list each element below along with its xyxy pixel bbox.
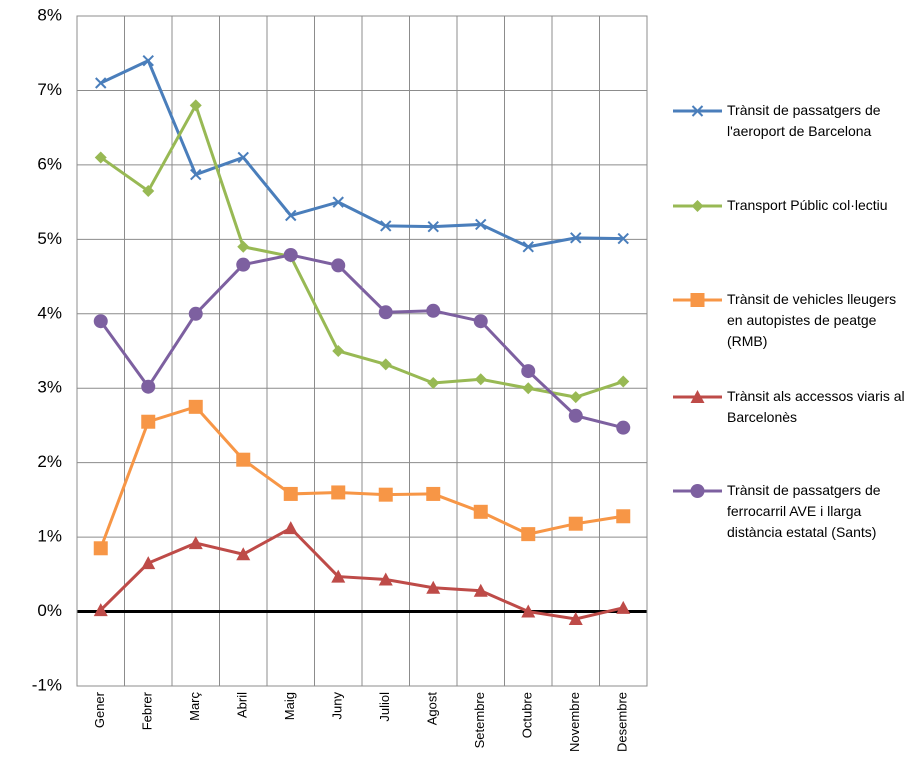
- series-line: [99, 526, 624, 621]
- x-tick-label: Novembre: [567, 692, 582, 752]
- marker: [521, 527, 536, 542]
- marker: [427, 377, 440, 390]
- marker: [188, 536, 203, 550]
- marker: [616, 600, 631, 614]
- marker: [283, 486, 298, 501]
- series-line: [99, 253, 624, 430]
- marker: [426, 580, 441, 594]
- marker: [473, 314, 488, 329]
- x-tick-label: Octubre: [520, 692, 535, 738]
- marker: [332, 345, 345, 357]
- marker: [189, 99, 202, 112]
- marker: [616, 509, 631, 524]
- x-tick-label: Agost: [425, 692, 440, 726]
- marker: [141, 556, 156, 570]
- marker: [690, 484, 705, 498]
- y-tick-label: 6%: [37, 154, 62, 173]
- marker: [283, 521, 298, 535]
- marker: [690, 390, 705, 403]
- y-tick-label: -1%: [32, 675, 62, 694]
- marker: [473, 504, 488, 519]
- marker: [285, 209, 297, 222]
- y-tick-label: 3%: [37, 378, 62, 397]
- y-tick-label: 5%: [37, 229, 62, 248]
- marker: [617, 232, 629, 245]
- x-tick-label: Febrer: [140, 691, 155, 730]
- marker: [568, 612, 583, 625]
- y-tick-label: 4%: [37, 303, 62, 322]
- marker: [426, 486, 441, 501]
- marker: [427, 220, 439, 233]
- marker: [141, 414, 156, 429]
- marker: [188, 399, 203, 414]
- marker: [236, 452, 251, 467]
- y-tick-label: 0%: [37, 601, 62, 620]
- y-tick-label: 7%: [37, 80, 62, 99]
- marker: [94, 151, 107, 164]
- marker: [236, 257, 251, 272]
- x-tick-label: Abril: [235, 692, 250, 718]
- marker: [521, 364, 536, 379]
- x-tick-label: Juny: [330, 692, 345, 720]
- marker: [522, 241, 534, 253]
- y-tick-label: 8%: [37, 5, 62, 24]
- marker: [378, 305, 393, 320]
- marker: [283, 247, 298, 262]
- marker: [141, 379, 156, 394]
- marker: [332, 196, 344, 208]
- marker: [690, 293, 705, 307]
- marker: [522, 382, 535, 395]
- marker: [142, 54, 154, 67]
- marker: [475, 218, 487, 231]
- marker: [568, 408, 583, 423]
- marker: [188, 306, 203, 321]
- marker: [426, 303, 441, 318]
- marker: [93, 603, 108, 617]
- marker: [378, 487, 393, 502]
- marker: [616, 420, 631, 435]
- marker: [331, 485, 346, 500]
- x-tick-label: Març: [187, 692, 202, 721]
- marker: [142, 184, 155, 197]
- x-tick-label: Gener: [92, 691, 107, 728]
- marker: [236, 547, 251, 561]
- marker: [617, 375, 630, 388]
- marker: [95, 77, 107, 89]
- marker: [569, 391, 582, 404]
- marker: [379, 358, 392, 371]
- marker: [237, 151, 249, 164]
- series-line: [100, 58, 624, 249]
- legend-label: Trànsit de passatgers de ferrocarril AVE…: [727, 482, 881, 540]
- x-tick-label: Juliol: [377, 692, 392, 722]
- marker: [570, 232, 582, 244]
- legend-label: Trànsit als accessos viaris al Barcelonè…: [727, 388, 905, 425]
- marker: [380, 220, 392, 232]
- marker: [691, 105, 704, 117]
- legend-label: Trànsit de passatgers de l'aeroport de B…: [727, 102, 881, 139]
- marker: [237, 240, 250, 253]
- marker: [190, 168, 202, 181]
- marker: [521, 604, 536, 618]
- y-tick-label: 1%: [37, 527, 62, 546]
- plot-border: [76, 15, 648, 687]
- marker: [331, 258, 346, 273]
- marker: [93, 314, 108, 329]
- series-line: [99, 101, 624, 399]
- marker: [474, 373, 487, 386]
- marker: [378, 572, 393, 586]
- x-tick-label: Maig: [282, 692, 297, 720]
- y-tick-label: 2%: [37, 452, 62, 471]
- marker: [331, 569, 346, 583]
- marker: [568, 516, 583, 531]
- x-tick-label: Setembre: [472, 692, 487, 748]
- marker: [473, 583, 488, 597]
- marker: [93, 541, 108, 556]
- marker: [691, 200, 704, 212]
- x-tick-label: Desembre: [615, 692, 630, 752]
- legend-label: Trànsit de vehicles lleugers en autopist…: [727, 291, 897, 349]
- series-line: [99, 405, 624, 549]
- legend-label: Transport Públic col·lectiu: [727, 197, 888, 213]
